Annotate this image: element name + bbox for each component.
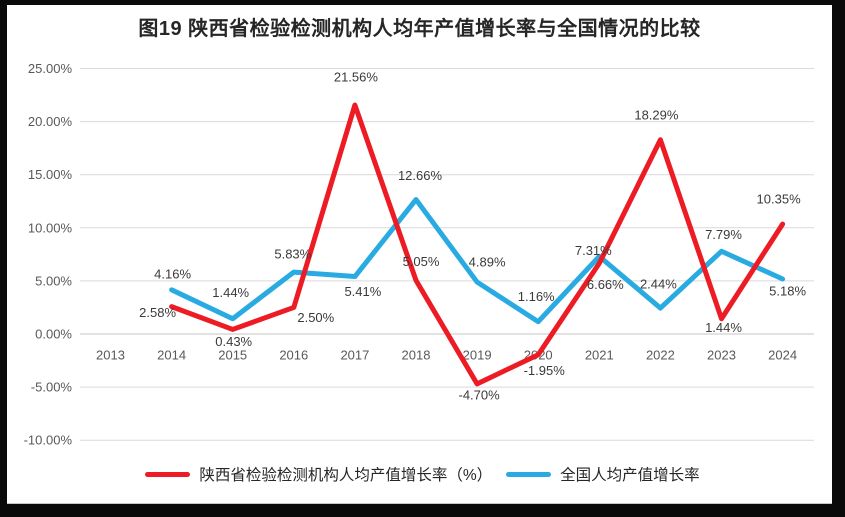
x-axis-tick-label: 2014	[157, 348, 186, 363]
data-label-national-2014: 4.16%	[154, 266, 191, 281]
data-label-shaanxi-2015: 0.43%	[215, 334, 252, 349]
data-label-national-2016: 5.83%	[274, 247, 311, 262]
x-axis-tick-label: 2019	[463, 348, 492, 363]
data-label-shaanxi-2016: 2.50%	[297, 310, 334, 325]
data-label-national-2024: 5.18%	[769, 283, 806, 298]
x-axis-tick-label: 2016	[279, 348, 308, 363]
chart-page	[7, 5, 832, 504]
data-label-shaanxi-2021: 6.66%	[587, 277, 624, 292]
series-line-national	[169, 197, 786, 325]
x-axis-tick-label: 2018	[402, 348, 431, 363]
data-label-shaanxi-2020: -1.95%	[524, 363, 566, 378]
x-axis-tick-label: 2022	[646, 348, 675, 363]
data-label-shaanxi-2014: 2.58%	[139, 305, 176, 320]
y-axis-tick-label: 15.00%	[28, 167, 73, 182]
y-axis-tick-label: 5.00%	[35, 273, 72, 288]
y-axis-tick-label: 10.00%	[28, 220, 73, 235]
data-label-national-2018: 12.66%	[398, 168, 443, 183]
legend-swatch-national	[506, 471, 552, 477]
y-axis-tick-label: -5.00%	[31, 380, 73, 395]
y-axis-tick-label: 20.00%	[28, 114, 73, 129]
data-label-shaanxi-2019: -4.70%	[458, 387, 500, 402]
x-axis-tick-label: 2017	[340, 348, 369, 363]
legend-item-shaanxi: 陕西省检验检测机构人均产值增长率（%）	[145, 463, 492, 485]
legend-item-national: 全国人均产值增长率	[506, 463, 700, 485]
y-axis-tick-label: -10.00%	[24, 433, 73, 448]
legend: 陕西省检验检测机构人均产值增长率（%） 全国人均产值增长率	[0, 463, 845, 485]
x-axis-tick-label: 2013	[96, 348, 125, 363]
y-axis-tick-label: 25.00%	[28, 61, 73, 76]
y-axis-tick-label: 0.00%	[35, 327, 72, 342]
data-label-shaanxi-2024: 10.35%	[757, 192, 802, 207]
data-label-shaanxi-2018: 5.05%	[403, 254, 440, 269]
data-label-national-2020: 1.16%	[518, 289, 555, 304]
data-label-shaanxi-2022: 18.29%	[634, 107, 679, 122]
data-label-shaanxi-2017: 21.56%	[334, 70, 379, 85]
data-label-shaanxi-2023: 1.44%	[705, 320, 742, 335]
legend-label-national: 全国人均产值增长率	[560, 467, 700, 484]
legend-label-shaanxi: 陕西省检验检测机构人均产值增长率（%）	[199, 467, 493, 484]
x-axis-tick-label: 2023	[707, 348, 736, 363]
chart-title: 图19 陕西省检验检测机构人均年产值增长率与全国情况的比较	[138, 18, 701, 40]
data-label-national-2021: 7.31%	[575, 243, 612, 258]
data-label-national-2015: 1.44%	[212, 285, 249, 300]
x-axis-tick-label: 2024	[768, 348, 797, 363]
series-line-shaanxi	[169, 102, 786, 387]
x-axis-tick-label: 2015	[218, 348, 247, 363]
legend-swatch-shaanxi	[145, 471, 191, 477]
data-label-national-2019: 4.89%	[469, 255, 506, 270]
data-label-national-2022: 2.44%	[640, 277, 677, 292]
data-label-national-2023: 7.79%	[705, 227, 742, 242]
data-label-national-2017: 5.41%	[344, 284, 381, 299]
x-axis-tick-label: 2021	[585, 348, 614, 363]
